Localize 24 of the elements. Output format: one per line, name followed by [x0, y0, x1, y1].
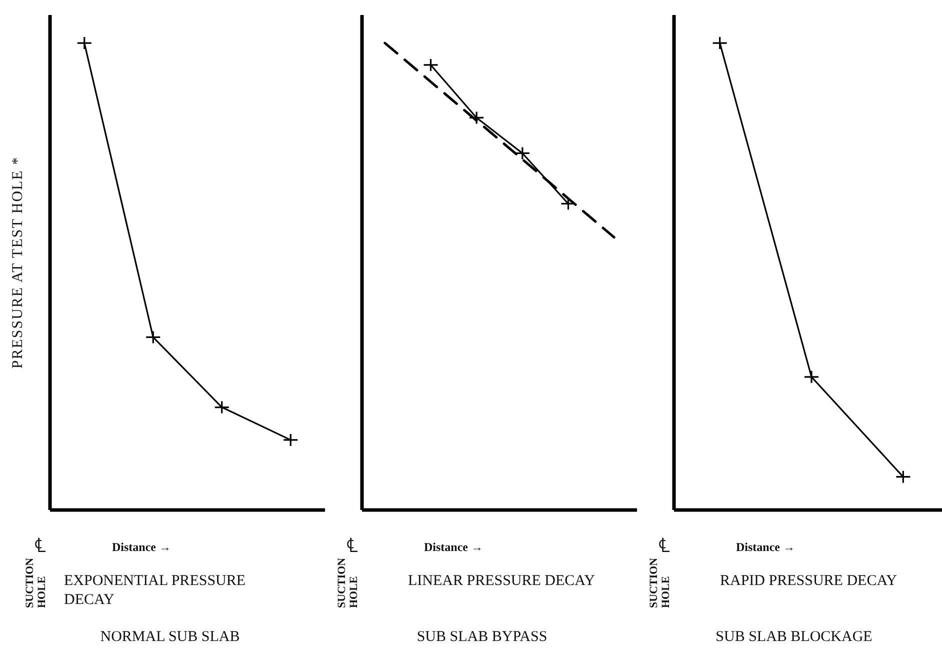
text: SUB SLAB BLOCKAGE: [716, 629, 872, 645]
text: LINEAR PRESSURE DECAY: [408, 573, 596, 589]
x-axis-title: Distance →: [736, 540, 795, 554]
text: SUCTION HOLE: [336, 558, 360, 608]
x-axis-title: Distance →: [424, 540, 483, 554]
text: ℄: [34, 535, 46, 557]
point: [422, 58, 439, 72]
text: SUCTION HOLE: [24, 558, 48, 608]
text: RAPID PRESSURE DECAY: [720, 573, 898, 589]
point: [145, 330, 161, 344]
text: SUB SLAB BYPASS: [416, 629, 548, 645]
text: SUCTION HOLE: [648, 558, 672, 608]
text: NORMAL SUB SLAB: [100, 629, 240, 645]
point: [282, 433, 298, 447]
y-axis-title: PRESSURE AT TEST HOLE *: [10, 156, 26, 369]
text: EXPONENTIAL PRESSURE DECAY: [64, 573, 246, 608]
text: ℄: [346, 535, 358, 557]
point: [214, 400, 230, 414]
point: [76, 36, 92, 50]
x-axis-title: Distance →: [112, 540, 171, 554]
point: [560, 196, 576, 210]
point: [468, 110, 484, 125]
text: ℄: [658, 535, 670, 557]
point: [514, 146, 530, 160]
